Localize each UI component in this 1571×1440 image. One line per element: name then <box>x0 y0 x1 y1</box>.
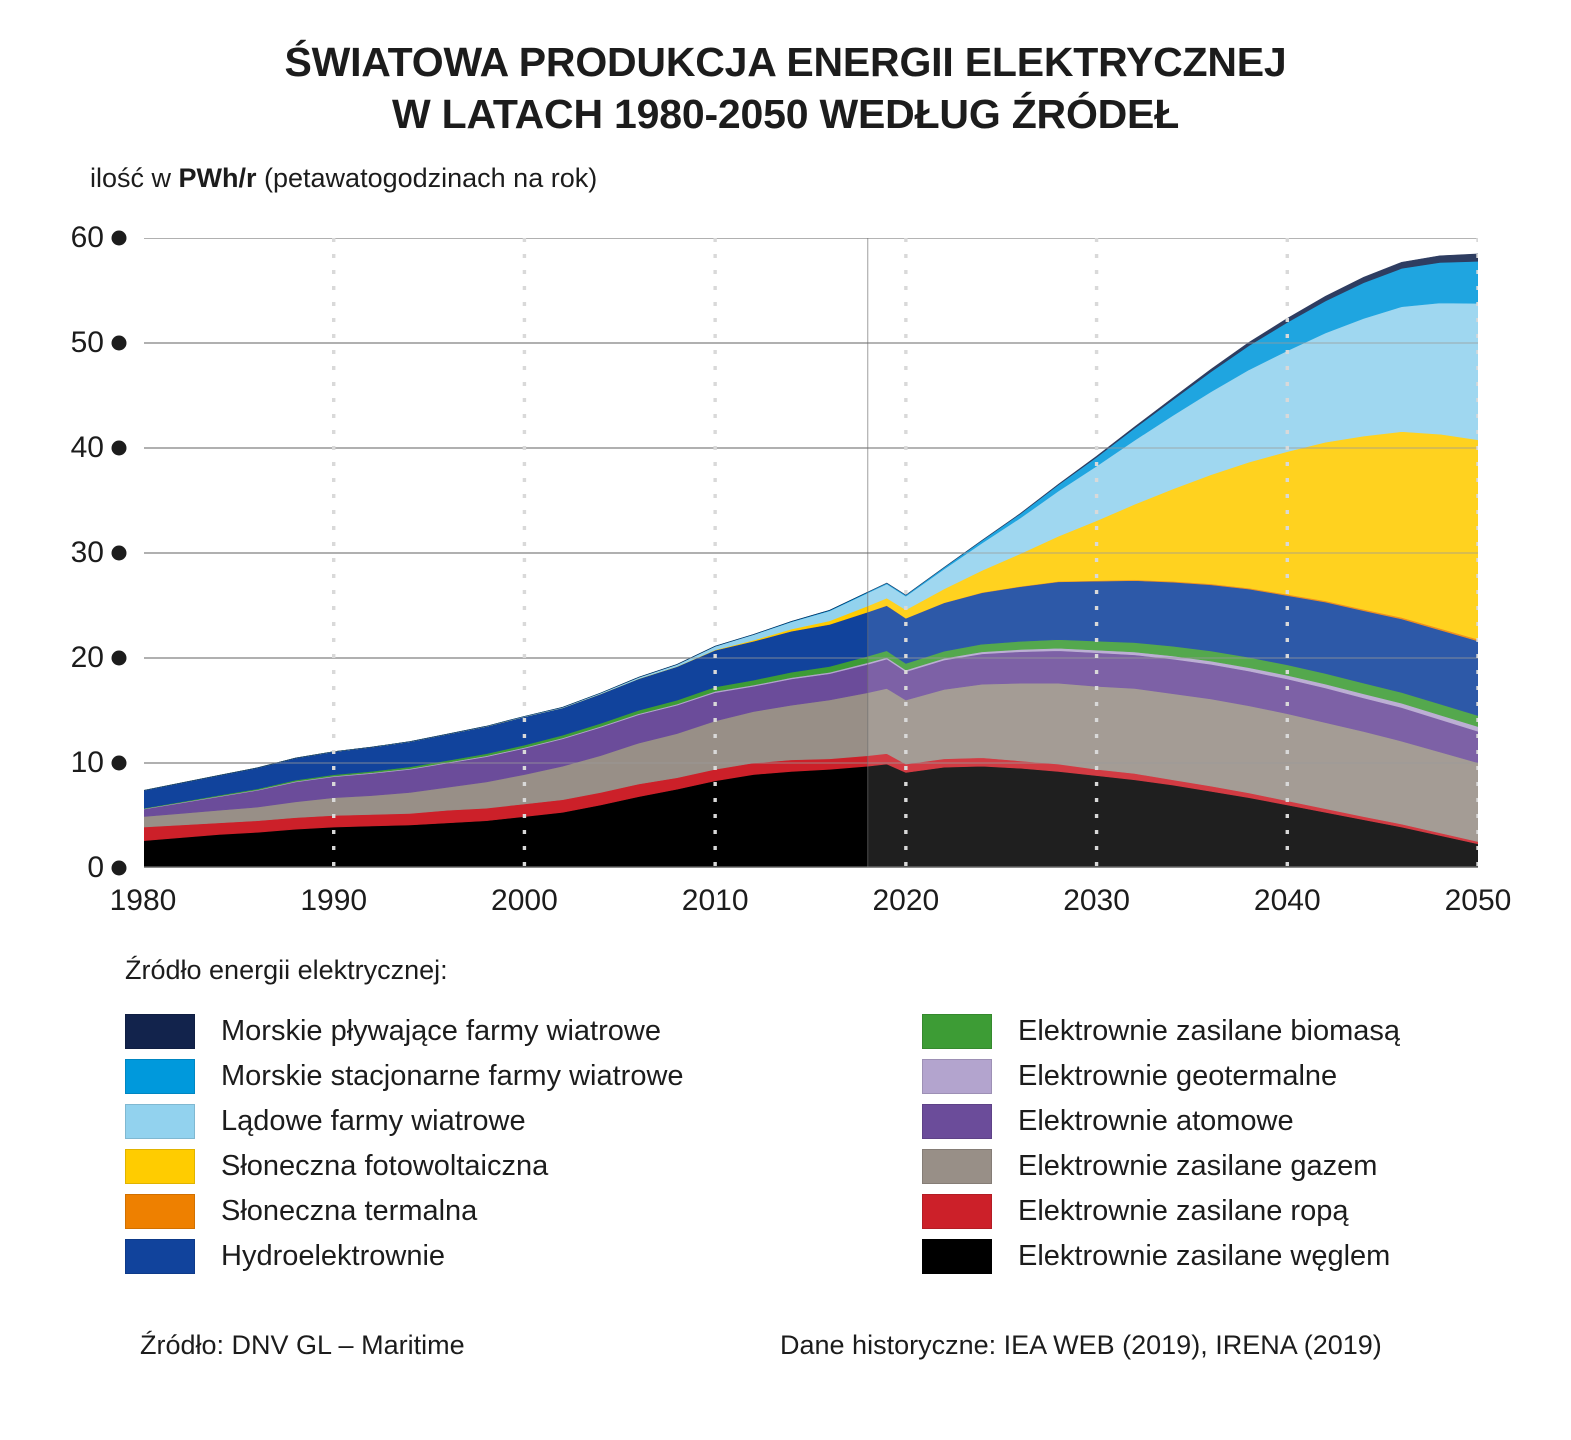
y-axis-tick-dot <box>111 860 127 876</box>
area-series-group <box>143 253 1478 868</box>
legend-item-solar_pv[interactable]: Słoneczna fotowoltaiczna <box>125 1145 684 1188</box>
y-axis-tick-label: 10 <box>70 746 104 779</box>
legend-label-biomass: Elektrownie zasilane biomasą <box>1018 1015 1401 1047</box>
x-axis-tick-label: 2050 <box>1444 884 1512 917</box>
legend-item-gas[interactable]: Elektrownie zasilane gazem <box>922 1145 1400 1188</box>
y-axis-tick-label: 0 <box>87 851 104 884</box>
x-axis-tick-label: 2010 <box>681 884 749 917</box>
legend-item-onshore_wind[interactable]: Lądowe farmy wiatrowe <box>125 1100 684 1143</box>
area-offshore_floating_wind <box>143 253 1478 791</box>
y-axis-tick-label: 40 <box>70 431 104 464</box>
legend-item-oil[interactable]: Elektrownie zasilane ropą <box>922 1190 1400 1233</box>
y-axis-tick-dot <box>111 545 127 561</box>
legend-swatch-biomass <box>922 1014 992 1049</box>
legend-item-geothermal[interactable]: Elektrownie geotermalne <box>922 1055 1400 1098</box>
legend-label-coal: Elektrownie zasilane węglem <box>1018 1240 1391 1272</box>
legend-item-biomass[interactable]: Elektrownie zasilane biomasą <box>922 1010 1400 1053</box>
legend-label-nuclear: Elektrownie atomowe <box>1018 1105 1294 1137</box>
legend-label-hydro: Hydroelektrownie <box>221 1240 446 1272</box>
x-axis-tick-label: 2030 <box>1063 884 1130 917</box>
legend-swatch-nuclear <box>922 1104 992 1139</box>
legend-swatch-oil <box>922 1194 992 1229</box>
legend-item-coal[interactable]: Elektrownie zasilane węglem <box>922 1235 1400 1278</box>
legend-swatch-coal <box>922 1239 992 1274</box>
subtitle-pre: ilość w <box>90 163 179 193</box>
legend-item-solar_thermal[interactable]: Słoneczna termalna <box>125 1190 684 1233</box>
legend-swatch-geothermal <box>922 1059 992 1094</box>
legend-label-geothermal: Elektrownie geotermalne <box>1018 1060 1338 1092</box>
subtitle-post: (petawatogodzinach na rok) <box>256 163 598 193</box>
legend-label-gas: Elektrownie zasilane gazem <box>1018 1150 1378 1182</box>
x-axis-tick-label: 2000 <box>491 884 558 917</box>
legend-swatch-onshore_wind <box>125 1104 195 1139</box>
legend-column-left: Morskie pływające farmy wiatrowe Morskie … <box>125 1010 684 1280</box>
footer-historical-data: Dane historyczne: IEA WEB (2019), IRENA … <box>780 1330 1382 1360</box>
y-axis-tick-dot <box>111 755 127 771</box>
y-axis-tick-dot <box>111 335 127 351</box>
stacked-area-svg <box>143 238 1478 868</box>
legend-label-solar_thermal: Słoneczna termalna <box>221 1195 478 1227</box>
subtitle-unit: PWh/r <box>178 163 257 193</box>
y-axis-tick-dot <box>111 440 127 456</box>
y-axis-tick-label: 20 <box>70 641 104 674</box>
legend-item-nuclear[interactable]: Elektrownie atomowe <box>922 1100 1400 1143</box>
legend-label-onshore_wind: Lądowe farmy wiatrowe <box>221 1105 526 1137</box>
legend-swatch-hydro <box>125 1239 195 1274</box>
chart-unit-subtitle: ilość w PWh/r (petawatogodzinach na rok) <box>90 163 597 194</box>
legend-item-offshore_fixed_wind[interactable]: Morskie stacjonarne farmy wiatrowe <box>125 1055 684 1098</box>
y-axis-tick-dot <box>111 650 127 666</box>
x-axis-tick-label: 1990 <box>300 884 368 917</box>
y-axis-tick-label: 30 <box>70 536 104 569</box>
legend-swatch-gas <box>922 1149 992 1184</box>
legend-label-solar_pv: Słoneczna fotowoltaiczna <box>221 1150 549 1182</box>
plot-area <box>143 238 1478 868</box>
title-line-1: ŚWIATOWA PRODUKCJA ENERGII ELEKTRYCZNEJ <box>284 39 1287 85</box>
legend-label-offshore_fixed_wind: Morskie stacjonarne farmy wiatrowe <box>221 1060 684 1092</box>
legend-heading: Źródło energii elektrycznej: <box>125 955 448 985</box>
page-title: ŚWIATOWA PRODUKCJA ENERGII ELEKTRYCZNEJ … <box>0 36 1571 140</box>
x-axis-tick-label: 2040 <box>1253 884 1321 917</box>
footer-source: Źródło: DNV GL – Maritime <box>140 1330 465 1360</box>
legend-swatch-solar_thermal <box>125 1194 195 1229</box>
legend-label-oil: Elektrownie zasilane ropą <box>1018 1195 1349 1227</box>
title-line-2: W LATACH 1980-2050 WEDŁUG ŹRÓDEŁ <box>391 91 1180 137</box>
legend-column-right: Elektrownie zasilane biomasą Elektrownie … <box>922 1010 1400 1280</box>
legend-item-offshore_floating_wind[interactable]: Morskie pływające farmy wiatrowe <box>125 1010 684 1053</box>
y-axis-tick-dot <box>111 230 127 246</box>
legend-swatch-offshore_floating_wind <box>125 1014 195 1049</box>
x-axis-tick-label: 2020 <box>872 884 940 917</box>
x-axis-tick-label: 1980 <box>109 884 177 917</box>
legend-label-offshore_floating_wind: Morskie pływające farmy wiatrowe <box>221 1015 661 1047</box>
legend-swatch-offshore_fixed_wind <box>125 1059 195 1094</box>
legend-item-hydro[interactable]: Hydroelektrownie <box>125 1235 684 1278</box>
legend-swatch-solar_pv <box>125 1149 195 1184</box>
y-axis-tick-label: 60 <box>70 221 104 254</box>
y-axis-tick-label: 50 <box>70 326 104 359</box>
horizontal-gridlines <box>143 238 1478 868</box>
